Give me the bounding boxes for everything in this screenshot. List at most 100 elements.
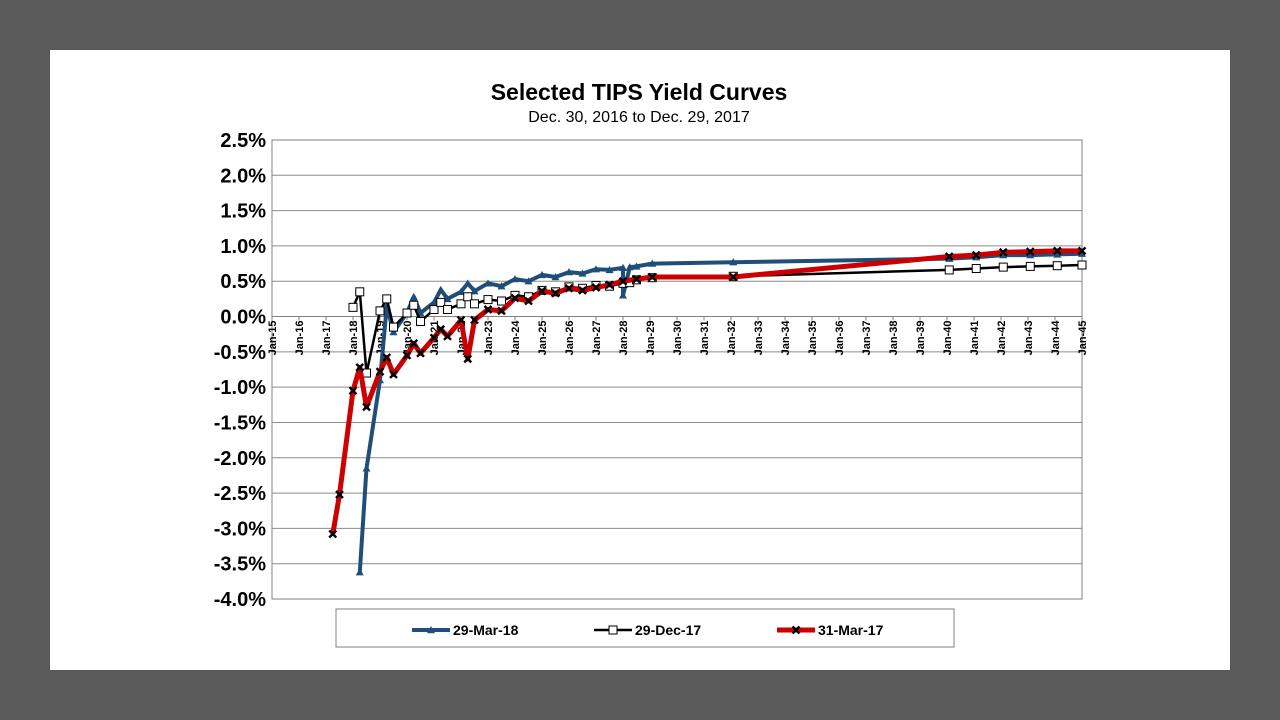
y-tick-label: -4.0% bbox=[214, 589, 266, 611]
data-point bbox=[791, 625, 801, 635]
y-tick-label: -1.0% bbox=[214, 377, 266, 399]
x-tick-label: Jan-37 bbox=[861, 321, 873, 356]
x-tick-label: Jan-27 bbox=[591, 321, 603, 356]
x-tick-label: Jan-30 bbox=[672, 321, 684, 356]
data-point bbox=[619, 263, 627, 272]
data-point bbox=[389, 328, 398, 336]
x-tick-label: Jan-44 bbox=[1050, 320, 1062, 356]
data-point bbox=[429, 333, 439, 343]
series-layer bbox=[328, 246, 1087, 576]
data-point bbox=[484, 279, 492, 287]
data-point bbox=[463, 292, 473, 302]
data-point bbox=[998, 247, 1008, 257]
data-point bbox=[436, 324, 446, 334]
data-point bbox=[998, 262, 1008, 272]
data-point bbox=[1026, 251, 1035, 259]
data-point bbox=[625, 263, 634, 271]
data-point bbox=[402, 351, 412, 360]
data-point bbox=[470, 299, 479, 309]
data-point bbox=[430, 298, 438, 306]
data-point bbox=[728, 272, 738, 282]
x-tick-label: Jan-24 bbox=[510, 320, 522, 356]
data-point bbox=[538, 270, 546, 279]
data-point bbox=[632, 262, 641, 270]
data-point bbox=[362, 464, 371, 472]
data-point bbox=[971, 250, 981, 260]
data-point bbox=[578, 286, 587, 295]
data-point bbox=[524, 296, 533, 306]
x-tick-label: Jan-43 bbox=[1023, 321, 1035, 356]
x-tick-label: Jan-38 bbox=[888, 321, 900, 356]
data-point bbox=[389, 370, 398, 379]
data-point bbox=[443, 331, 452, 341]
legend-entry: 29-Mar-18 bbox=[412, 622, 519, 638]
data-point bbox=[355, 287, 365, 297]
data-point bbox=[1025, 247, 1035, 256]
y-tick-label: -0.5% bbox=[214, 342, 266, 364]
data-point bbox=[416, 316, 425, 326]
chart-slide: Selected TIPS Yield Curves Dec. 30, 2016… bbox=[50, 50, 1230, 670]
data-point bbox=[647, 272, 657, 282]
data-point bbox=[409, 339, 419, 348]
data-point bbox=[436, 297, 446, 307]
data-point bbox=[1052, 261, 1062, 271]
data-point bbox=[605, 265, 614, 274]
x-tick-label: Jan-15 bbox=[267, 321, 279, 356]
data-point bbox=[537, 286, 547, 296]
chart-title: Selected TIPS Yield Curves bbox=[491, 79, 788, 105]
data-point bbox=[605, 280, 614, 290]
data-point bbox=[463, 354, 473, 364]
data-point bbox=[1025, 261, 1035, 271]
data-point bbox=[456, 299, 466, 309]
data-point bbox=[632, 274, 641, 284]
x-tick-label: Jan-18 bbox=[348, 321, 360, 356]
data-point bbox=[348, 386, 358, 396]
data-point bbox=[470, 315, 479, 325]
x-tick-label: Jan-42 bbox=[996, 321, 1008, 356]
y-axis-tick-labels: 2.5% 2.0% 1.5% 1.0% 0.5% 0.0% -0.5% -1.0% -1.5% -… bbox=[214, 130, 266, 611]
x-tick-label: Jan-41 bbox=[969, 321, 981, 356]
data-point bbox=[483, 305, 493, 314]
y-tick-label: -1.5% bbox=[214, 412, 266, 434]
data-point bbox=[328, 529, 338, 539]
data-point bbox=[335, 490, 344, 499]
legend-entry: 29-Dec-17 bbox=[594, 622, 701, 638]
legend-entry: 31-Mar-17 bbox=[777, 622, 884, 638]
x-tick-label: Jan-45 bbox=[1077, 321, 1089, 356]
y-tick-label: 1.5% bbox=[220, 201, 266, 223]
x-tick-label: Jan-39 bbox=[915, 321, 927, 356]
data-point bbox=[348, 302, 358, 312]
data-point bbox=[497, 282, 506, 290]
data-point bbox=[389, 322, 398, 332]
x-tick-label: Jan-33 bbox=[753, 321, 765, 356]
y-tick-label: -3.0% bbox=[214, 518, 266, 540]
data-point bbox=[619, 291, 627, 299]
data-point bbox=[436, 285, 445, 293]
data-point bbox=[1052, 246, 1062, 256]
tips-yield-chart: Selected TIPS Yield Curves Dec. 30, 2016… bbox=[214, 79, 1089, 648]
data-point bbox=[402, 308, 412, 318]
x-tick-label: Jan-34 bbox=[780, 320, 792, 356]
x-tick-label: Jan-16 bbox=[294, 321, 306, 356]
chart-subtitle: Dec. 30, 2016 to Dec. 29, 2017 bbox=[528, 109, 750, 126]
data-point bbox=[375, 306, 385, 316]
data-point bbox=[524, 277, 533, 285]
y-tick-label: -2.5% bbox=[214, 483, 266, 505]
x-tick-label: Jan-36 bbox=[834, 321, 846, 356]
data-point bbox=[608, 625, 618, 635]
x-tick-label: Jan-25 bbox=[537, 321, 549, 356]
data-point bbox=[565, 268, 573, 276]
x-tick-label: Jan-40 bbox=[942, 321, 954, 356]
x-tick-label: Jan-29 bbox=[645, 321, 657, 356]
series-29-Mar-18 bbox=[355, 249, 1086, 576]
data-point bbox=[648, 259, 657, 267]
data-point bbox=[443, 294, 452, 303]
data-point bbox=[729, 258, 738, 266]
data-point bbox=[443, 304, 452, 314]
x-tick-label: Jan-31 bbox=[699, 321, 711, 356]
data-point bbox=[1077, 260, 1087, 270]
y-tick-label: 2.5% bbox=[220, 130, 266, 152]
data-point bbox=[551, 288, 560, 298]
x-tick-label: Jan-17 bbox=[321, 321, 333, 356]
data-point bbox=[427, 626, 435, 634]
